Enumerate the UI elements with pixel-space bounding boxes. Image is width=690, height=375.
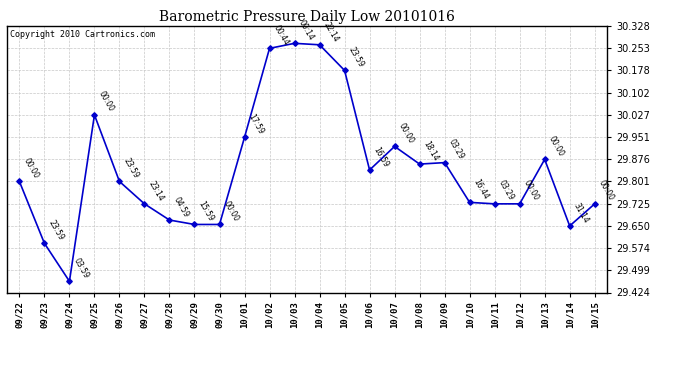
Text: 03:29: 03:29 (497, 179, 515, 203)
Text: 31:14: 31:14 (572, 201, 591, 225)
Text: 04:59: 04:59 (172, 195, 190, 219)
Text: 00:00: 00:00 (97, 90, 115, 113)
Text: 17:59: 17:59 (246, 112, 265, 136)
Text: 23:59: 23:59 (46, 218, 65, 242)
Text: 03:29: 03:29 (446, 138, 465, 161)
Text: 00:00: 00:00 (397, 122, 415, 145)
Text: 23:59: 23:59 (121, 156, 140, 180)
Text: 22:14: 22:14 (322, 20, 340, 44)
Text: Copyright 2010 Cartronics.com: Copyright 2010 Cartronics.com (10, 30, 155, 39)
Text: 00:14: 00:14 (297, 18, 315, 42)
Text: 16:44: 16:44 (472, 177, 491, 201)
Text: 18:14: 18:14 (422, 140, 440, 163)
Title: Barometric Pressure Daily Low 20101016: Barometric Pressure Daily Low 20101016 (159, 10, 455, 24)
Text: 16:59: 16:59 (372, 145, 391, 168)
Text: 03:59: 03:59 (72, 256, 90, 280)
Text: 00:44: 00:44 (272, 23, 290, 47)
Text: 00:00: 00:00 (546, 134, 566, 158)
Text: 00:00: 00:00 (522, 179, 540, 203)
Text: 23:59: 23:59 (346, 45, 365, 69)
Text: 00:00: 00:00 (221, 200, 240, 223)
Text: 00:00: 00:00 (21, 156, 40, 180)
Text: 23:14: 23:14 (146, 179, 165, 203)
Text: 15:59: 15:59 (197, 200, 215, 223)
Text: 00:00: 00:00 (597, 179, 615, 203)
